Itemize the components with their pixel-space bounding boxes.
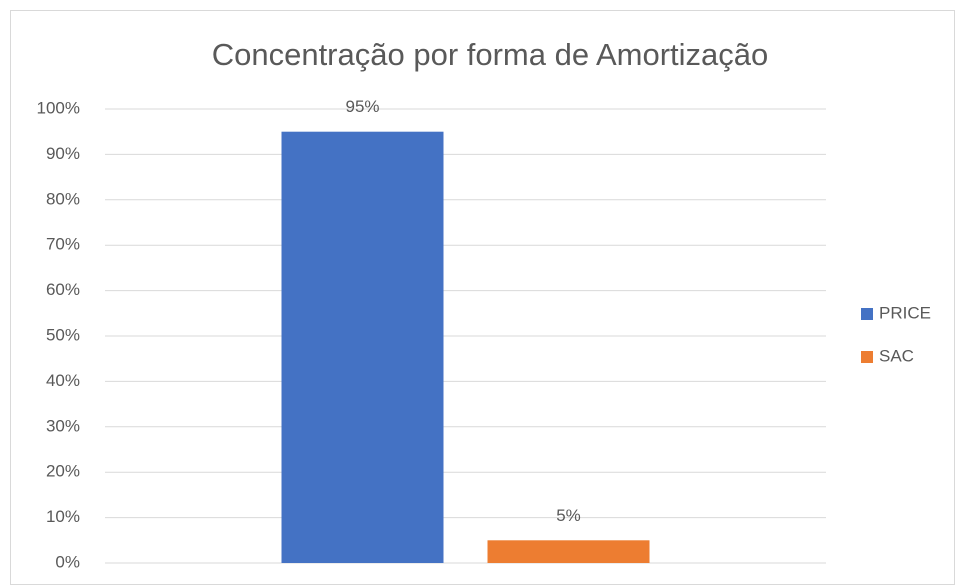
y-tick-label: 80% [46, 189, 80, 208]
y-tick-label: 60% [46, 280, 80, 299]
y-tick-label: 30% [46, 416, 80, 435]
bar [281, 131, 444, 563]
bar [487, 540, 650, 563]
y-tick-label: 50% [46, 325, 80, 344]
data-label: 5% [556, 506, 581, 525]
y-tick-label: 10% [46, 507, 80, 526]
legend-label: SAC [879, 346, 914, 365]
legend-swatch [861, 308, 873, 320]
y-tick-label: 40% [46, 371, 80, 390]
y-tick-label: 70% [46, 235, 80, 254]
chart-border [10, 10, 955, 585]
legend-label: PRICE [879, 303, 931, 322]
legend-swatch [861, 351, 873, 363]
y-tick-label: 0% [55, 552, 80, 571]
y-tick-label: 20% [46, 462, 80, 481]
y-tick-label: 90% [46, 144, 80, 163]
y-tick-label: 100% [37, 98, 80, 117]
chart-title: Concentração por forma de Amortização [212, 37, 769, 72]
data-label: 95% [345, 97, 379, 116]
